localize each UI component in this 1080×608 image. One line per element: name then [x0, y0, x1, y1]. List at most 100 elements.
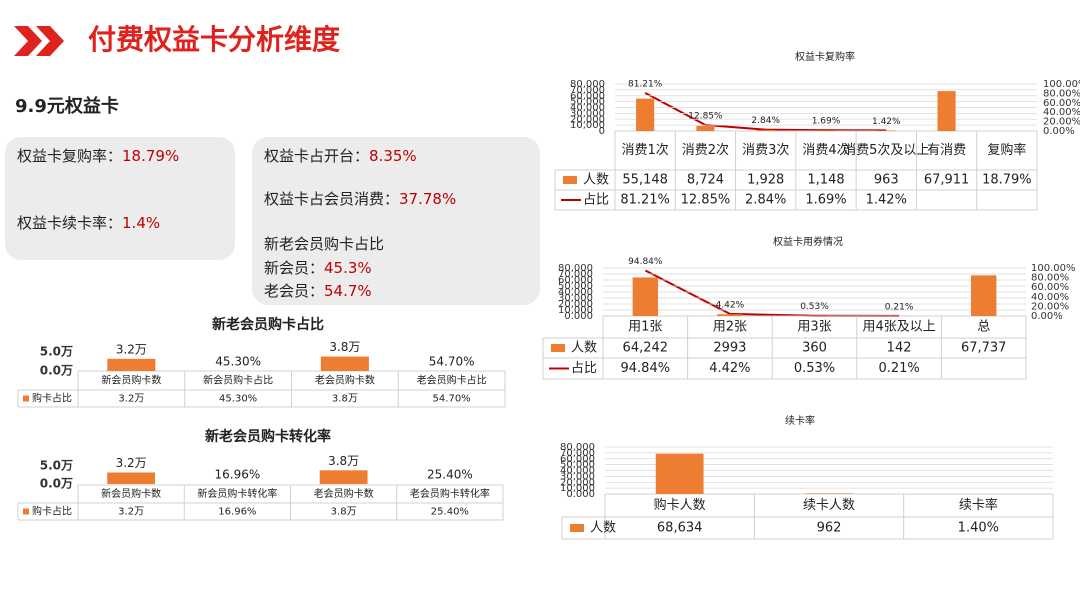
- y-tick-label: 10,000: [558, 305, 593, 316]
- bar: [937, 91, 956, 131]
- table-cell: 67,737: [961, 341, 1007, 356]
- x-category-label: 总: [977, 320, 990, 335]
- x-category-label: 用1张: [628, 320, 662, 335]
- data-label: 2.84%: [751, 116, 780, 126]
- y-tick-label: 70,000: [558, 269, 593, 280]
- chevron: [14, 26, 42, 56]
- table-cell: 1,928: [747, 173, 784, 188]
- bar: [756, 129, 775, 131]
- y-tick-label: 50,000: [560, 460, 595, 471]
- table-cell: 1,148: [807, 173, 844, 188]
- legend-swatch: [23, 508, 29, 515]
- bar: [632, 277, 658, 316]
- bar: [696, 125, 715, 131]
- x-category-label: 老会员购卡转化率: [410, 487, 490, 500]
- y-tick-label: 60,000: [558, 275, 593, 286]
- data-label: 3.2万: [116, 342, 147, 356]
- x-category-label: 新会员购卡占比: [203, 374, 273, 387]
- y-tick-label: 5.0万: [40, 459, 73, 473]
- x-category-label: 用2张: [713, 320, 747, 335]
- bar: [971, 275, 997, 316]
- label: 老会员：: [264, 282, 325, 300]
- x-category-label: 新会员购卡转化率: [197, 487, 277, 500]
- y2-tick-label: 20.00%: [1031, 301, 1069, 312]
- y-tick-label: 5.0万: [40, 345, 73, 359]
- value: 8.35%: [369, 147, 417, 165]
- bar: [655, 453, 704, 494]
- bar: [107, 358, 156, 371]
- table-cell: 3.2万: [118, 507, 144, 518]
- table-cell: 8,724: [687, 173, 724, 188]
- x-category-label: 续卡率: [959, 497, 998, 513]
- x-category-label: 消费2次: [682, 142, 729, 158]
- x-category-label: 新会员购卡数: [101, 374, 161, 387]
- y-tick-label: 70,000: [560, 448, 595, 459]
- data-label: 0.21%: [885, 302, 914, 312]
- value: 37.78%: [399, 190, 457, 208]
- y-tick-label: 40,000: [570, 103, 605, 114]
- y-tick-label: 40,000: [560, 466, 595, 477]
- y2-tick-label: 80.00%: [1043, 88, 1080, 99]
- y2-tick-label: 0.00%: [1043, 126, 1075, 137]
- legend-swatch: [551, 344, 565, 352]
- y-tick-label: 60,000: [560, 454, 595, 465]
- y-tick-label: 0: [599, 126, 605, 137]
- bar: [636, 98, 655, 131]
- table-cell: 94.84%: [621, 361, 671, 376]
- table-cell: 142: [887, 341, 912, 356]
- table-cell: 0.21%: [878, 361, 919, 376]
- table-cell: 18.79%: [982, 173, 1032, 188]
- label: 新会员：: [264, 259, 325, 277]
- chart-title: 续卡率: [785, 414, 815, 427]
- card: 权益卡占开台：8.35% 权益卡占会员消费：37.78% 新老会员购卡占比 新会…: [252, 137, 540, 305]
- page-title: 付费权益卡分析维度: [88, 23, 340, 56]
- legend-label: 占比: [571, 361, 597, 376]
- y2-tick-label: 40.00%: [1031, 292, 1069, 303]
- y-tick-label: 60,000: [570, 91, 605, 102]
- table-cell: 3.8万: [332, 394, 358, 405]
- x-category-label: 用3张: [797, 320, 831, 335]
- data-label: 25.40%: [427, 467, 473, 481]
- label: 权益卡占会员消费：: [264, 190, 400, 208]
- y-tick-label: 30,000: [570, 108, 605, 119]
- card-item: 权益卡复购率：18.79%: [17, 145, 179, 166]
- data-label: 16.96%: [214, 467, 260, 481]
- table-cell: 64,242: [623, 341, 669, 356]
- y2-tick-label: 20.00%: [1043, 117, 1080, 128]
- label: 权益卡复购率：: [17, 147, 123, 165]
- y-tick-label: 20,000: [570, 114, 605, 125]
- data-label: 54.70%: [429, 354, 475, 368]
- table-cell: 1.40%: [958, 521, 999, 536]
- table-cell: 1.42%: [866, 193, 907, 208]
- legend-swatch: [570, 524, 584, 532]
- x-category-label: 用4张及以上: [862, 320, 935, 335]
- chart-title: 新老会员购卡转化率: [205, 428, 331, 445]
- y-tick-label: 30,000: [560, 471, 595, 482]
- y-tick-label: 50,000: [558, 281, 593, 292]
- bar: [717, 314, 743, 316]
- section-title: 9.9元权益卡: [15, 95, 119, 117]
- card-item: 新会员：45.3%: [264, 257, 372, 278]
- table-cell: 2.84%: [745, 193, 786, 208]
- line-series: [644, 91, 887, 132]
- data-label: 12.85%: [688, 111, 723, 121]
- table-cell: 0.53%: [794, 361, 835, 376]
- line-series: [644, 269, 900, 317]
- data-label: 3.8万: [329, 340, 360, 354]
- table-cell: 25.40%: [431, 507, 469, 518]
- value: 54.7%: [324, 282, 372, 300]
- card-item: 权益卡续卡率：1.4%: [17, 212, 160, 233]
- y2-tick-label: 100.00%: [1043, 79, 1080, 90]
- y2-tick-label: 100.00%: [1031, 263, 1076, 274]
- card-item: 权益卡占会员消费：37.78%: [264, 188, 456, 209]
- data-label: 81.21%: [628, 79, 663, 89]
- bar: [107, 472, 156, 484]
- x-category-label: 消费3次: [742, 142, 789, 158]
- legend-label: 购卡占比: [32, 392, 72, 405]
- y-tick-label: 80,000: [570, 79, 605, 90]
- y-tick-label: 80,000: [560, 442, 595, 453]
- x-category-label: 新会员购卡数: [101, 487, 161, 500]
- label: 权益卡占开台：: [264, 147, 370, 165]
